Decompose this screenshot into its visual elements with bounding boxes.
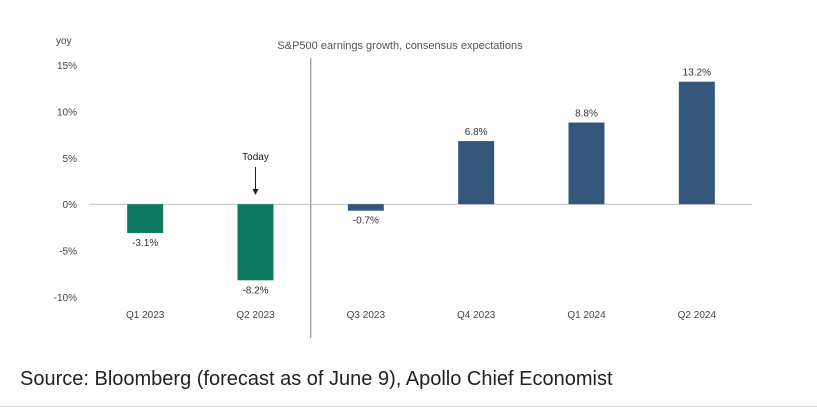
y-axis-label: yoy	[56, 36, 72, 47]
y-axis-ticks: 15% 10% 5% 0% -5% -10%	[54, 61, 77, 304]
x-tick-label: Q2 2024	[678, 310, 717, 321]
data-label: -8.2%	[242, 285, 268, 296]
y-tick-label: 0%	[63, 200, 78, 211]
y-tick-label: 10%	[57, 107, 77, 118]
x-tick-label: Q2 2023	[236, 310, 275, 321]
bar	[347, 204, 384, 211]
x-tick-label: Q3 2023	[347, 310, 386, 321]
x-tick-label: Q4 2023	[457, 310, 496, 321]
data-label: -3.1%	[132, 238, 158, 249]
x-axis-ticks: Q1 2023 Q2 2023 Q3 2023 Q4 2023 Q1 2024 Q2 20…	[126, 310, 716, 321]
earnings-growth-chart: S&P500 earnings growth, consensus expect…	[54, 36, 752, 338]
chart-title: S&P500 earnings growth, consensus expect…	[277, 40, 523, 52]
data-label: -0.7%	[353, 216, 379, 227]
bar	[678, 81, 715, 205]
today-annotation: Today	[242, 152, 269, 195]
y-tick-label: -5%	[59, 247, 77, 258]
y-tick-label: 5%	[63, 154, 78, 165]
bar	[127, 204, 164, 233]
x-tick-label: Q1 2024	[567, 310, 606, 321]
x-tick-label: Q1 2023	[126, 310, 165, 321]
bar	[458, 141, 495, 205]
today-label: Today	[242, 152, 269, 163]
y-tick-label: -10%	[54, 293, 77, 304]
data-label: 13.2%	[683, 68, 711, 79]
data-label: 6.8%	[465, 127, 488, 138]
bottom-divider	[0, 406, 817, 407]
source-note: Source: Bloomberg (forecast as of June 9…	[20, 368, 613, 390]
bars-group: -3.1% -8.2% -0.7% 6.8% 8.8% 13.2%	[127, 68, 715, 296]
today-arrow-head	[252, 189, 259, 195]
data-label: 8.8%	[575, 109, 598, 120]
bar	[568, 122, 605, 205]
y-tick-label: 15%	[57, 61, 77, 72]
bar	[237, 204, 274, 281]
